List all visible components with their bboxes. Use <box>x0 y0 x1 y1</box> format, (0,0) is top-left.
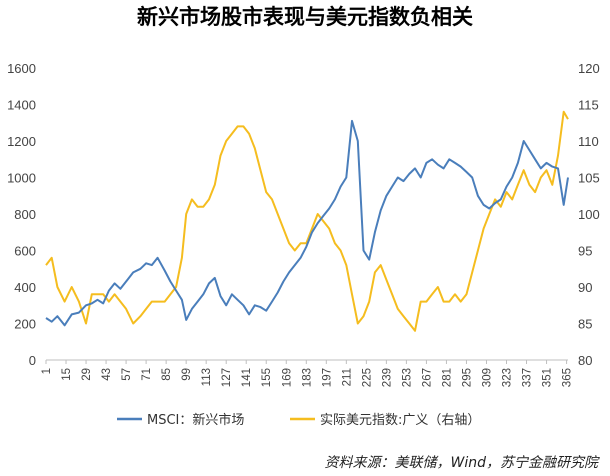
series-line-usd-index <box>45 110 569 332</box>
y-right-axis: 80 85 90 95 100 105 110 115 120 <box>578 61 600 368</box>
x-tick-label: 295 <box>461 368 473 387</box>
x-tick-label: 85 <box>161 368 173 381</box>
x-tick-label: 281 <box>441 368 453 387</box>
y-left-tick-label: 800 <box>14 207 36 222</box>
x-tick-label: 57 <box>121 368 133 381</box>
x-tick-label: 225 <box>361 368 373 387</box>
x-tick-label: 29 <box>81 368 93 381</box>
y-left-tick-label: 1400 <box>7 98 36 113</box>
x-tick-label: 43 <box>101 368 113 381</box>
x-tick-label: 239 <box>381 368 393 387</box>
x-tick-label: 113 <box>201 368 213 386</box>
y-left-tick-label: 600 <box>14 244 36 259</box>
x-tick-label: 365 <box>562 368 574 387</box>
y-right-tick-label: 105 <box>578 171 600 186</box>
x-tick-label: 15 <box>61 368 73 381</box>
legend-label-msci: MSCI：新兴市场 <box>147 412 244 428</box>
x-axis: 1 15 29 43 57 71 85 99 113 127 141 155 169 183 197 211 2… <box>41 360 574 387</box>
x-tick-label: 309 <box>481 368 493 387</box>
y-left-axis: 0 200 400 600 800 1000 1200 1400 1600 <box>7 61 36 368</box>
y-right-tick-label: 110 <box>578 134 599 149</box>
x-tick-label: 155 <box>261 368 273 387</box>
x-tick-label: 267 <box>421 368 433 387</box>
y-left-tick-label: 1600 <box>7 61 36 76</box>
x-tick-label: 71 <box>141 368 153 381</box>
y-right-tick-label: 95 <box>578 244 592 259</box>
y-right-tick-label: 90 <box>578 280 592 295</box>
x-tick-label: 1 <box>41 368 53 374</box>
y-left-tick-label: 1200 <box>7 134 36 149</box>
x-tick-label: 127 <box>221 368 233 387</box>
x-tick-label: 169 <box>281 368 293 387</box>
y-right-tick-label: 80 <box>578 353 592 368</box>
source-note: 资料来源：美联储，Wind，苏宁金融研究院 <box>325 455 600 471</box>
x-tick-label: 253 <box>401 368 413 387</box>
x-tick-label: 141 <box>241 368 253 387</box>
chart-title: 新兴市场股市表现与美元指数负相关 <box>137 5 473 29</box>
y-right-tick-label: 115 <box>578 98 599 113</box>
x-tick-label: 183 <box>301 368 313 387</box>
x-tick-label: 351 <box>542 368 554 387</box>
x-tick-label: 99 <box>181 368 193 381</box>
x-tick-label: 211 <box>341 368 353 386</box>
x-tick-label: 197 <box>321 368 333 387</box>
y-right-tick-label: 100 <box>578 207 600 222</box>
y-left-tick-label: 200 <box>14 317 36 332</box>
y-right-tick-label: 85 <box>578 317 592 332</box>
x-tick-label: 337 <box>522 368 534 387</box>
legend: MSCI：新兴市场 实际美元指数:广义（右轴） <box>117 412 480 428</box>
y-left-tick-label: 0 <box>29 353 36 368</box>
y-left-tick-label: 400 <box>14 280 36 295</box>
y-left-tick-label: 1000 <box>7 171 36 186</box>
y-right-tick-label: 120 <box>578 61 600 76</box>
series-line-msci-em <box>45 119 569 327</box>
x-tick-label: 323 <box>502 368 514 387</box>
legend-label-usd: 实际美元指数:广义（右轴） <box>320 413 480 428</box>
